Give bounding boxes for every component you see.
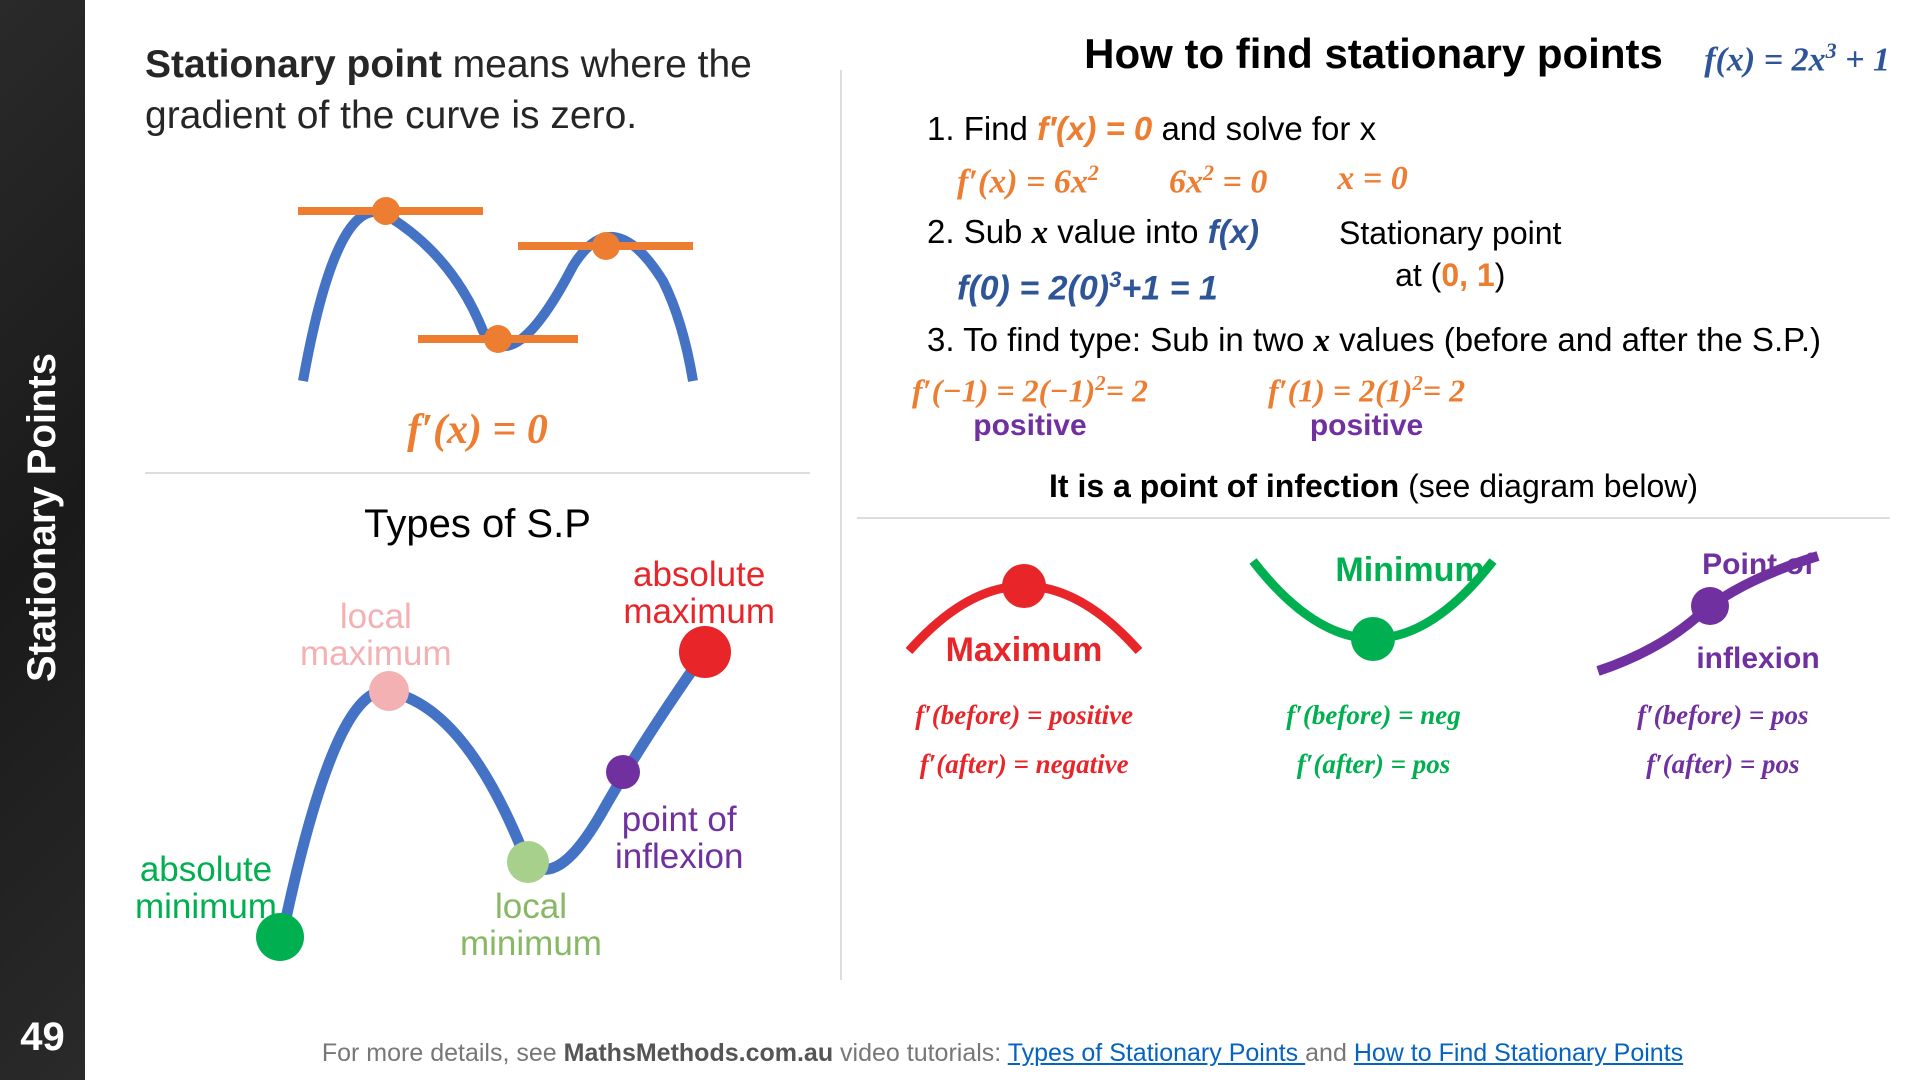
types-diagram: absolutemaximum localmaximum point ofinf… (145, 557, 810, 977)
type-maximum: Maximum f′(before) = positive f′(after) … (857, 546, 1191, 788)
poi-rules: f′(before) = pos f′(after) = pos (1637, 691, 1808, 788)
intro-bold: Stationary point (145, 43, 442, 86)
page-number: 49 (0, 1015, 85, 1060)
step-1-equations: f′(x) = 6x2 6x2 = 0 x = 0 (957, 160, 1890, 201)
link-types[interactable]: Types of Stationary Points (1008, 1039, 1305, 1067)
label-local-max: localmaximum (300, 599, 452, 673)
test-after: f′(1) = 2(1)2= 2 positive (1268, 372, 1465, 444)
test-before: f′(−1) = 2(−1)2= 2 positive (912, 372, 1148, 444)
main-content: Stationary point means where the gradien… (85, 0, 1920, 1080)
label-poi: point ofinflexion (615, 802, 743, 876)
example-fx: f(x) = 2x3 + 1 (1704, 38, 1890, 79)
min-rules: f′(before) = neg f′(after) = pos (1286, 691, 1460, 788)
footer: For more details, see MathsMethods.com.a… (85, 1039, 1920, 1068)
divider-line-2 (857, 517, 1890, 519)
step-1: 1. Find f′(x) = 0 and solve for x (927, 110, 1890, 148)
conclusion: It is a point of infection (see diagram … (857, 468, 1890, 505)
sidebar-title: Stationary Points (20, 353, 65, 682)
intro-text: Stationary point means where the gradien… (145, 40, 810, 141)
eq-solve: 6x2 = 0 (1169, 160, 1267, 201)
types-heading: Types of S.P (145, 502, 810, 547)
eq-result: x = 0 (1337, 160, 1407, 201)
curve-diagram-1 (233, 171, 723, 396)
divider-line (145, 472, 810, 474)
step-3-tests: f′(−1) = 2(−1)2= 2 positive f′(1) = 2(1)… (912, 372, 1890, 444)
link-howto[interactable]: How to Find Stationary Points (1354, 1039, 1683, 1067)
step-2-row: 2. Sub x value into f(x) f(0) = 2(0)3+1 … (927, 201, 1890, 308)
svg-text:inflexion: inflexion (1696, 642, 1819, 675)
step-2: 2. Sub x value into f(x) (927, 213, 1259, 252)
min-curve-icon: Minimum (1238, 546, 1508, 676)
max-curve-icon: Maximum (889, 546, 1159, 676)
step-2-eq: f(0) = 2(0)3+1 = 1 (957, 267, 1259, 308)
label-local-min: localminimum (460, 889, 602, 963)
svg-text:Minimum: Minimum (1336, 551, 1485, 589)
step-3: 3. To find type: Sub in two x values (be… (927, 321, 1890, 360)
sidebar: Stationary Points 49 (0, 0, 85, 1080)
poi-curve-icon: Point of inflexion (1588, 546, 1858, 676)
eq-deriv: f′(x) = 6x2 (957, 160, 1099, 201)
max-rules: f′(before) = positive f′(after) = negati… (915, 691, 1133, 788)
label-abs-min: absoluteminimum (135, 852, 277, 926)
type-minimum: Minimum f′(before) = neg f′(after) = pos (1206, 546, 1540, 788)
svg-text:Maximum: Maximum (946, 631, 1103, 669)
type-poi: Point of inflexion f′(before) = pos f′(a… (1556, 546, 1890, 788)
three-types-row: Maximum f′(before) = positive f′(after) … (857, 546, 1890, 788)
label-abs-max: absolutemaximum (623, 557, 775, 631)
right-column: How to find stationary points f(x) = 2x3… (842, 0, 1920, 1080)
main-equation: f′(x) = 0 (145, 406, 810, 454)
stationary-point-result: Stationary point at (0, 1) (1339, 213, 1561, 296)
left-column: Stationary point means where the gradien… (85, 0, 840, 1080)
